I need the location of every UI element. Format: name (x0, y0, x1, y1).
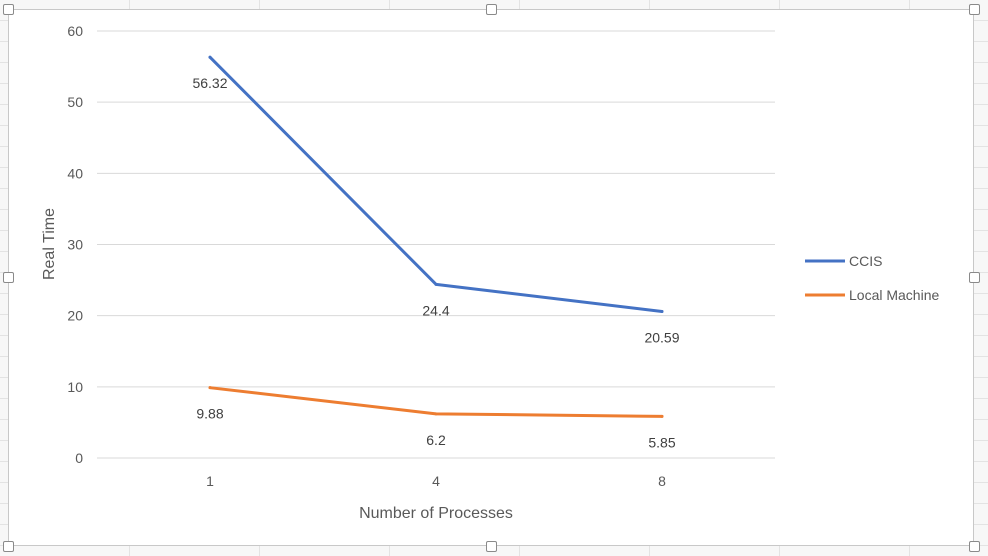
data-labels: 56.32 24.4 20.59 9.88 6.2 5.85 (192, 75, 679, 450)
x-tick-label-4: 4 (432, 473, 440, 489)
x-tick-label-1: 1 (206, 473, 214, 489)
y-tick-label-20: 20 (67, 308, 83, 324)
x-axis-title: Number of Processes (359, 505, 513, 522)
y-tick-label-30: 30 (67, 237, 83, 253)
data-point-ccis-0 (208, 55, 212, 59)
data-point-local-machine-1 (434, 412, 438, 416)
y-tick-label-40: 40 (67, 165, 83, 181)
resize-handle-top-center[interactable] (486, 4, 497, 15)
data-point-ccis-1 (434, 282, 438, 286)
y-tick-label-0: 0 (75, 450, 83, 466)
legend[interactable]: CCIS Local Machine (805, 253, 939, 303)
x-axis-ticks: 1 4 8 (206, 473, 666, 489)
legend-label-local-machine: Local Machine (849, 287, 939, 303)
resize-handle-bottom-center[interactable] (486, 541, 497, 552)
resize-handle-middle-left[interactable] (3, 272, 14, 283)
resize-handle-top-right[interactable] (969, 4, 980, 15)
data-point-ccis-2 (660, 309, 664, 313)
data-point-local-machine-2 (660, 414, 664, 418)
x-tick-label-8: 8 (658, 473, 666, 489)
data-point-local-machine-0 (208, 386, 212, 390)
data-label-ccis-0: 56.32 (192, 75, 227, 91)
series-line-local-machine (208, 386, 664, 418)
y-tick-label-60: 60 (67, 23, 83, 39)
data-label-ccis-2: 20.59 (644, 329, 679, 345)
legend-label-ccis: CCIS (849, 253, 882, 269)
data-label-local-machine-1: 6.2 (426, 432, 446, 448)
data-label-local-machine-2: 5.85 (648, 434, 675, 450)
resize-handle-middle-right[interactable] (969, 272, 980, 283)
resize-handle-bottom-right[interactable] (969, 541, 980, 552)
series-line-ccis (208, 55, 664, 313)
y-axis-ticks: 0 10 20 30 40 50 60 (67, 23, 83, 466)
resize-handle-bottom-left[interactable] (3, 541, 14, 552)
data-label-local-machine-0: 9.88 (196, 406, 223, 422)
y-tick-label-10: 10 (67, 379, 83, 395)
data-label-ccis-1: 24.4 (422, 302, 449, 318)
y-tick-label-50: 50 (67, 94, 83, 110)
y-axis-title: Real Time (41, 208, 58, 280)
resize-handle-top-left[interactable] (3, 4, 14, 15)
gridlines (97, 30, 775, 459)
plot-series (208, 55, 664, 418)
chart-object[interactable] (8, 9, 974, 546)
